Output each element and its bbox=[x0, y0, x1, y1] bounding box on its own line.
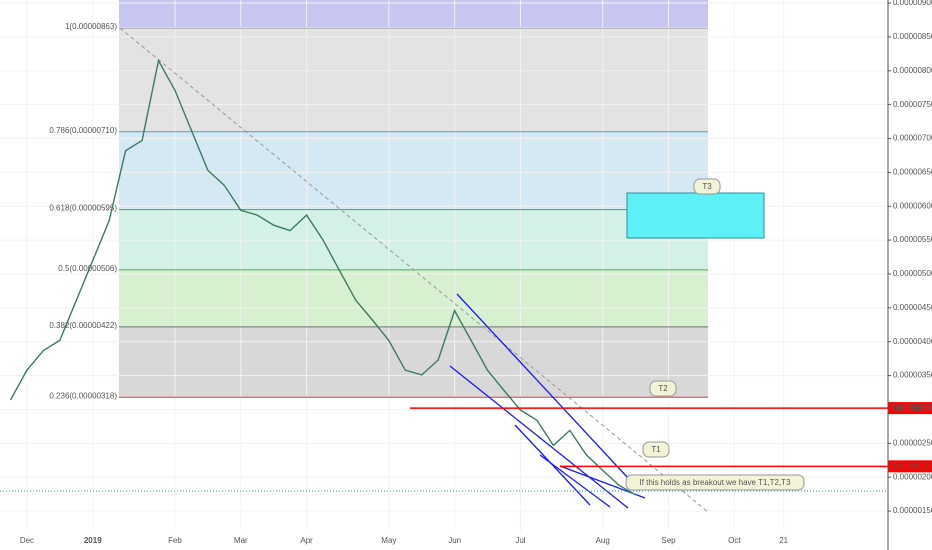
fib-label: 0.618(0.00000595) bbox=[49, 204, 117, 213]
callout-box bbox=[693, 178, 721, 195]
y-tick-label: 0.00000150 bbox=[893, 506, 932, 515]
y-tick-label: 0.00000650 bbox=[893, 167, 932, 176]
channel-bottom bbox=[449, 365, 629, 509]
callout-text: T3 bbox=[702, 182, 712, 191]
x-tick-label: Sep bbox=[661, 536, 676, 545]
x-tick-label: May bbox=[381, 536, 396, 545]
y-tick-label: 0.00000450 bbox=[893, 303, 932, 312]
price-tag bbox=[888, 402, 932, 415]
plot bbox=[9, 58, 636, 496]
y-tick-label: 0.00000500 bbox=[893, 269, 932, 278]
x-tick-label: Mar bbox=[234, 536, 248, 545]
y-tick-label: 0.00000800 bbox=[893, 66, 932, 75]
axis-labels: 0.00000150 0.00000200 0.00000250 0.00000300… bbox=[20, 0, 932, 545]
x-tick-label: Oct bbox=[728, 536, 741, 545]
y-tick-label: 0.00000300 bbox=[893, 405, 932, 414]
fib-label: 0.382(0.00000422) bbox=[49, 321, 117, 330]
y-tick-label: 0.00000550 bbox=[893, 235, 932, 244]
callout-box bbox=[625, 474, 805, 491]
fib-label: 0.5(0.00000506) bbox=[58, 264, 117, 273]
y-tick-label: 0.00000200 bbox=[893, 472, 932, 481]
price-line bbox=[9, 58, 636, 496]
grid bbox=[0, 0, 888, 530]
fib-label: 0.786(0.00000710) bbox=[49, 126, 117, 135]
fib-band bbox=[119, 326, 708, 398]
price-tag-label: 0.00000302 bbox=[891, 403, 932, 412]
t3-zone bbox=[626, 192, 765, 239]
callout-box bbox=[642, 441, 670, 458]
callout-text: T1 bbox=[651, 445, 661, 454]
x-tick-label: 2019 bbox=[84, 536, 102, 545]
price-tag-label: 0.00000216 bbox=[891, 461, 932, 470]
fib-band bbox=[119, 269, 708, 327]
extension-band bbox=[119, 0, 708, 27]
callout-box bbox=[649, 380, 677, 397]
x-tick-label: Jul bbox=[515, 536, 525, 545]
trend-line bbox=[119, 27, 709, 513]
y-tick-label: 0.00000850 bbox=[893, 32, 932, 41]
y-tick-label: 0.00000700 bbox=[893, 134, 932, 143]
channel-top bbox=[456, 293, 629, 479]
y-tick-label: 0.00000250 bbox=[893, 438, 932, 447]
x-tick-label: 21 bbox=[779, 536, 788, 545]
y-tick-label: 0.00000900 bbox=[893, 0, 932, 7]
y-tick-label: 0.00000750 bbox=[893, 100, 932, 109]
y-tick-label: 0.00000600 bbox=[893, 201, 932, 210]
fib-band bbox=[119, 28, 708, 132]
y-tick-label: 0.00000350 bbox=[893, 371, 932, 380]
callouts: T3 T2 T1 If this holds as breakout we have … bbox=[625, 178, 805, 491]
x-tick-label: Dec bbox=[20, 536, 34, 545]
x-tick-label: Apr bbox=[300, 536, 313, 545]
fib-label: 0.236(0.00000318) bbox=[49, 391, 117, 400]
x-tick-label: Jun bbox=[448, 536, 461, 545]
fib-bands bbox=[119, 28, 708, 398]
fib-band bbox=[119, 131, 708, 210]
price-lines: 0.00000302 0.00000216 bbox=[410, 402, 932, 473]
price-tag bbox=[888, 460, 932, 473]
x-tick-label: Feb bbox=[168, 536, 182, 545]
callout-text: If this holds as breakout we have T1,T2,… bbox=[639, 478, 791, 487]
y-tick-label: 0.00000400 bbox=[893, 337, 932, 346]
x-tick-label: Aug bbox=[596, 536, 610, 545]
wedge-line bbox=[539, 454, 611, 508]
callout-text: T2 bbox=[658, 384, 668, 393]
fib-label: 1(0.00000863) bbox=[65, 22, 117, 31]
